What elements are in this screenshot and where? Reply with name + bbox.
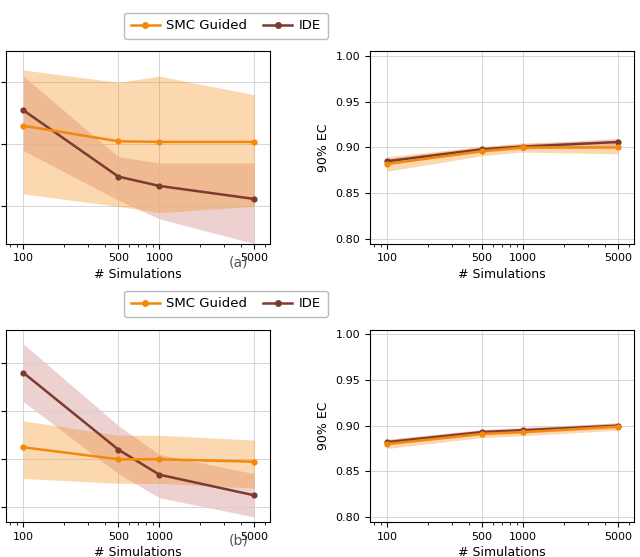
X-axis label: # Simulations: # Simulations <box>94 267 182 281</box>
Legend: SMC Guided, IDE: SMC Guided, IDE <box>124 291 328 317</box>
Text: (a): (a) <box>228 256 248 270</box>
X-axis label: # Simulations: # Simulations <box>458 267 546 281</box>
Legend: SMC Guided, IDE: SMC Guided, IDE <box>124 13 328 39</box>
X-axis label: # Simulations: # Simulations <box>458 546 546 557</box>
Text: (b): (b) <box>228 534 248 548</box>
Y-axis label: 90% EC: 90% EC <box>317 123 330 172</box>
Y-axis label: 90% EC: 90% EC <box>317 402 330 450</box>
X-axis label: # Simulations: # Simulations <box>94 546 182 557</box>
